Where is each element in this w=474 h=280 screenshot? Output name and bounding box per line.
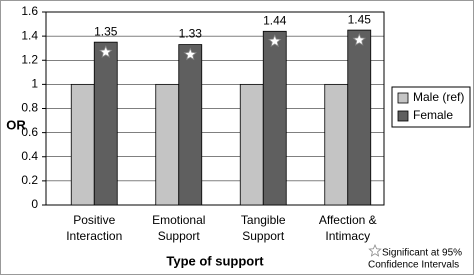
legend-swatch — [397, 92, 409, 104]
significance-star — [352, 33, 367, 46]
value-label: 1.45 — [348, 12, 372, 26]
bar — [155, 83, 180, 206]
x-tick-line: Support — [242, 229, 285, 243]
x-tick-line: Affection & — [319, 213, 377, 227]
x-axis-title: Type of support — [166, 253, 264, 268]
x-tick-line: Emotional — [152, 213, 205, 227]
y-axis-title: OR — [6, 117, 26, 132]
bar — [347, 29, 372, 206]
significance-star — [267, 34, 282, 48]
x-tick-label: Tangible Support — [241, 213, 286, 243]
bar — [70, 83, 95, 206]
bar — [178, 44, 203, 206]
y-tick-label: 0 — [31, 197, 38, 211]
y-tick-label: 0.8 — [21, 101, 38, 115]
bar — [93, 41, 118, 206]
x-tick-label: Affection & Intimacy — [319, 213, 377, 243]
annotation-star — [368, 243, 382, 257]
y-tick-label: 0.4 — [21, 149, 38, 163]
y-tick-label: 0.6 — [21, 125, 38, 139]
x-tick-line: Positive — [73, 213, 115, 227]
annotation: Significant at 95% — [382, 248, 462, 259]
x-tick-label: Emotional Support — [152, 213, 205, 243]
y-tick-label: 0.2 — [21, 173, 38, 187]
significance-star — [183, 47, 198, 61]
legend-swatch — [397, 110, 409, 122]
x-tick-line: Tangible — [241, 213, 286, 227]
x-tick-label: Positive Interaction — [66, 213, 122, 243]
bar — [324, 83, 349, 206]
x-tick-line: Support — [158, 229, 201, 243]
legend-label: Male (ref) — [413, 90, 464, 104]
x-tick-line: Interaction — [66, 229, 122, 243]
y-tick-label: 1.2 — [21, 52, 38, 66]
bar — [239, 83, 264, 206]
value-label: 1.35 — [94, 24, 118, 38]
legend-label: Female — [413, 108, 453, 122]
value-label: 1.33 — [179, 27, 203, 41]
x-tick-line: Intimacy — [325, 229, 370, 243]
y-tick-label: 1 — [31, 77, 38, 91]
y-tick-label: 1.4 — [21, 28, 38, 42]
significance-star — [98, 45, 113, 58]
annotation: Confidence Intervals — [368, 260, 459, 271]
bar — [262, 30, 287, 206]
y-tick-label: 1.6 — [21, 4, 38, 18]
value-label: 1.44 — [263, 13, 287, 27]
